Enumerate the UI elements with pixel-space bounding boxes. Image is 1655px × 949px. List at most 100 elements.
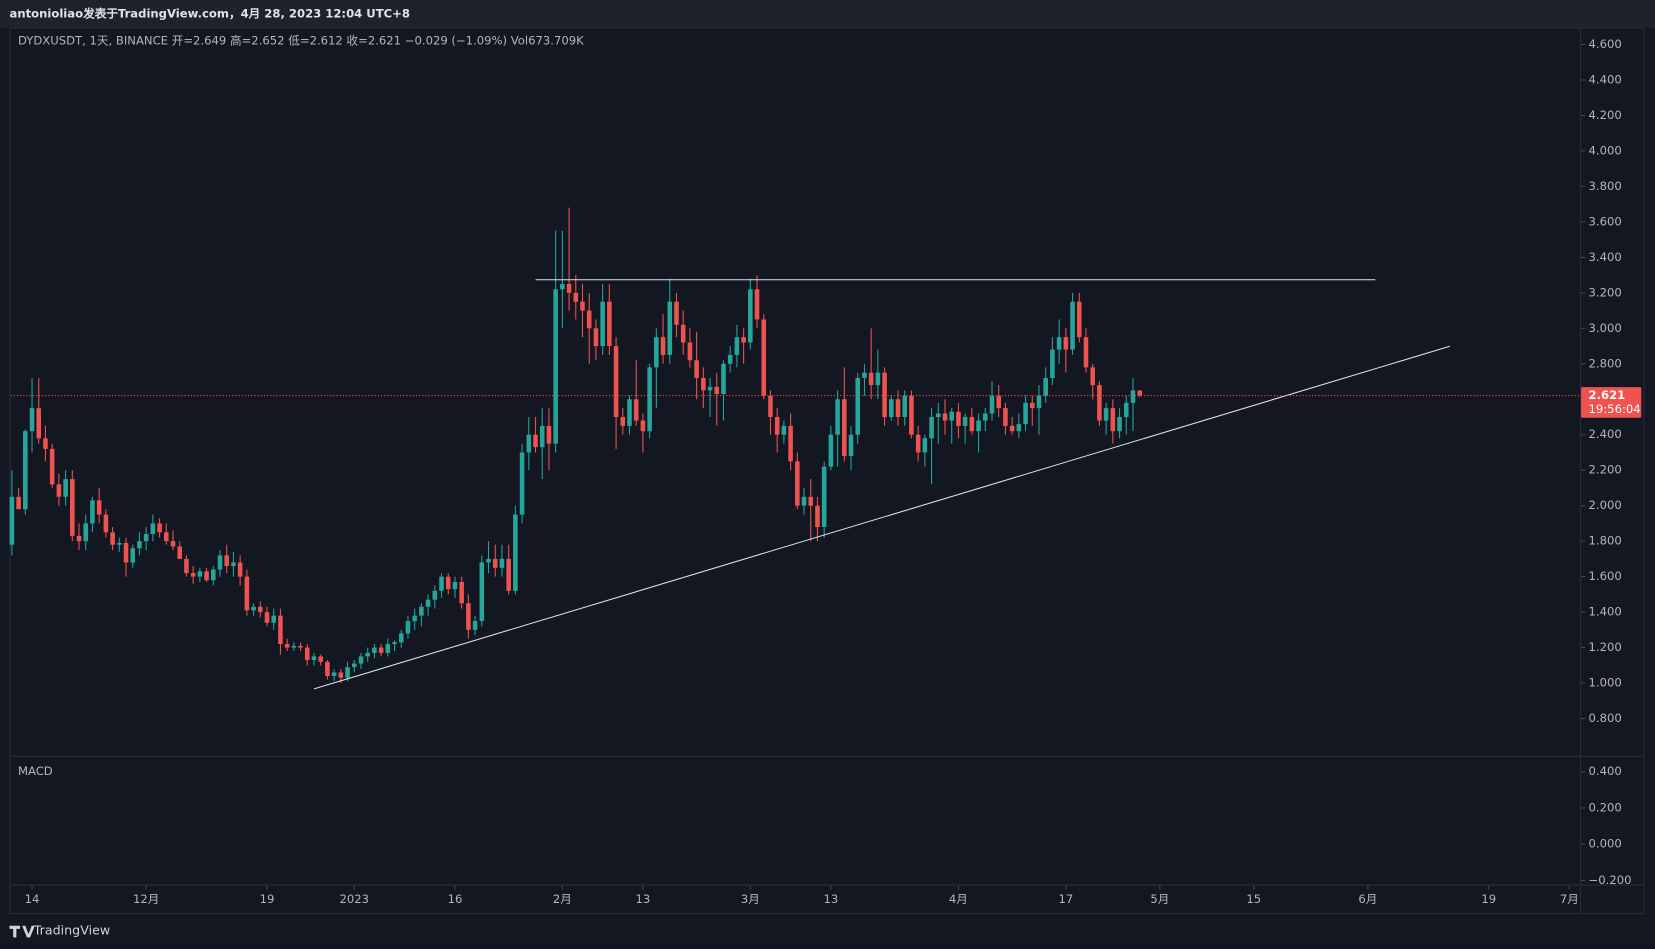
candle-body xyxy=(445,576,451,590)
candle-body xyxy=(513,514,518,591)
candle-body xyxy=(23,431,28,510)
y-tick-label: 4.400 xyxy=(1589,72,1622,86)
frame xyxy=(9,27,1645,915)
candle-body xyxy=(788,425,793,462)
candle-body xyxy=(345,667,350,678)
candle-body xyxy=(76,535,82,542)
candle-body xyxy=(1076,301,1082,338)
candle-body xyxy=(217,555,223,570)
candle-body xyxy=(499,558,505,568)
candle-body xyxy=(96,500,102,515)
candle-body xyxy=(298,645,303,648)
candle-body xyxy=(49,448,55,485)
candle-body xyxy=(882,372,887,418)
candle-body xyxy=(170,541,176,547)
x-tick-label: 2023 xyxy=(339,892,369,906)
candle-body xyxy=(983,413,988,421)
header-bar xyxy=(0,0,1655,28)
candle-body xyxy=(103,514,109,533)
y2-tick-label: −0.200 xyxy=(1589,873,1632,887)
header: antonioliao发表于TradingView.com，4月 28, 202… xyxy=(9,6,409,20)
candle-body xyxy=(204,571,209,581)
x-tick-label: 12月 xyxy=(133,892,159,906)
candle-body xyxy=(546,425,552,444)
candle-body xyxy=(197,571,203,577)
candle-body xyxy=(936,413,941,418)
candle-body xyxy=(1110,408,1116,432)
x-tick-label: 7月 xyxy=(1560,892,1579,906)
candle-body xyxy=(1070,301,1075,350)
candle-body xyxy=(9,496,15,545)
candle-body xyxy=(506,558,511,591)
candle-body xyxy=(915,434,921,453)
candle-body xyxy=(754,289,760,320)
y-tick-label: 2.200 xyxy=(1589,463,1622,477)
candle-body xyxy=(1130,390,1136,403)
candle-body xyxy=(16,496,21,510)
candle-body xyxy=(425,599,431,607)
y-tick-label: 4.000 xyxy=(1589,143,1622,157)
candle-body xyxy=(56,484,62,497)
candle-body xyxy=(459,581,464,604)
candle-body xyxy=(815,505,820,527)
candle-body xyxy=(1103,408,1109,421)
candle-body xyxy=(519,452,525,515)
candle-body xyxy=(781,425,787,435)
candle-body xyxy=(405,620,411,634)
candle-body xyxy=(526,434,532,453)
candle-body xyxy=(654,337,659,368)
candle-body xyxy=(351,663,357,668)
candle-body xyxy=(1050,349,1055,378)
candle-body xyxy=(164,532,169,542)
candle-body xyxy=(956,411,961,426)
x-tick-label: 5月 xyxy=(1150,892,1169,906)
candle-body xyxy=(929,417,934,439)
y-tick-label: 1.400 xyxy=(1589,605,1622,619)
candle-body xyxy=(472,620,478,630)
candle-body xyxy=(1056,337,1062,350)
candle-body xyxy=(466,603,471,630)
candle-body xyxy=(211,569,216,581)
candle-body xyxy=(909,395,914,435)
candle-body xyxy=(110,532,115,545)
y-tick-label: 2.000 xyxy=(1589,498,1622,512)
candle-body xyxy=(123,542,129,563)
candle-body xyxy=(90,500,95,524)
y-tick-label: 1.000 xyxy=(1589,676,1622,690)
candle-body xyxy=(190,573,196,577)
candle-body xyxy=(996,395,1001,409)
candle-body xyxy=(318,656,323,662)
candle-body xyxy=(1009,425,1015,432)
candle-body xyxy=(231,562,236,566)
candle-body xyxy=(244,576,250,611)
candle-body xyxy=(284,644,290,648)
y-tick-label: 4.200 xyxy=(1589,108,1622,122)
y-tick-label: 3.800 xyxy=(1589,179,1622,193)
candle-body xyxy=(593,328,599,347)
x-tick-label: 3月 xyxy=(741,892,760,906)
candle-body xyxy=(613,346,619,418)
candle-body xyxy=(1016,424,1022,432)
candle-body xyxy=(184,558,189,574)
candle-body xyxy=(821,466,827,527)
y-tick-label: 4.600 xyxy=(1589,37,1622,51)
candle-body xyxy=(257,606,263,613)
candle-body xyxy=(452,581,458,590)
candle-body xyxy=(137,541,142,549)
candle-body xyxy=(774,417,780,435)
candle-body xyxy=(607,301,612,347)
candle-body xyxy=(768,395,773,418)
last-price-label: 2.621 xyxy=(1589,388,1626,402)
candle-body xyxy=(83,523,89,542)
candle-body xyxy=(761,319,767,396)
candle-body xyxy=(855,377,861,435)
candle-body xyxy=(271,615,276,623)
candle-body xyxy=(331,672,337,676)
x-tick-label: 6月 xyxy=(1358,892,1377,906)
y-tick-label: 0.800 xyxy=(1589,711,1622,725)
x-tick-label: 13 xyxy=(823,892,838,906)
indicator-label: MACD xyxy=(18,764,53,778)
candle-body xyxy=(889,399,894,418)
